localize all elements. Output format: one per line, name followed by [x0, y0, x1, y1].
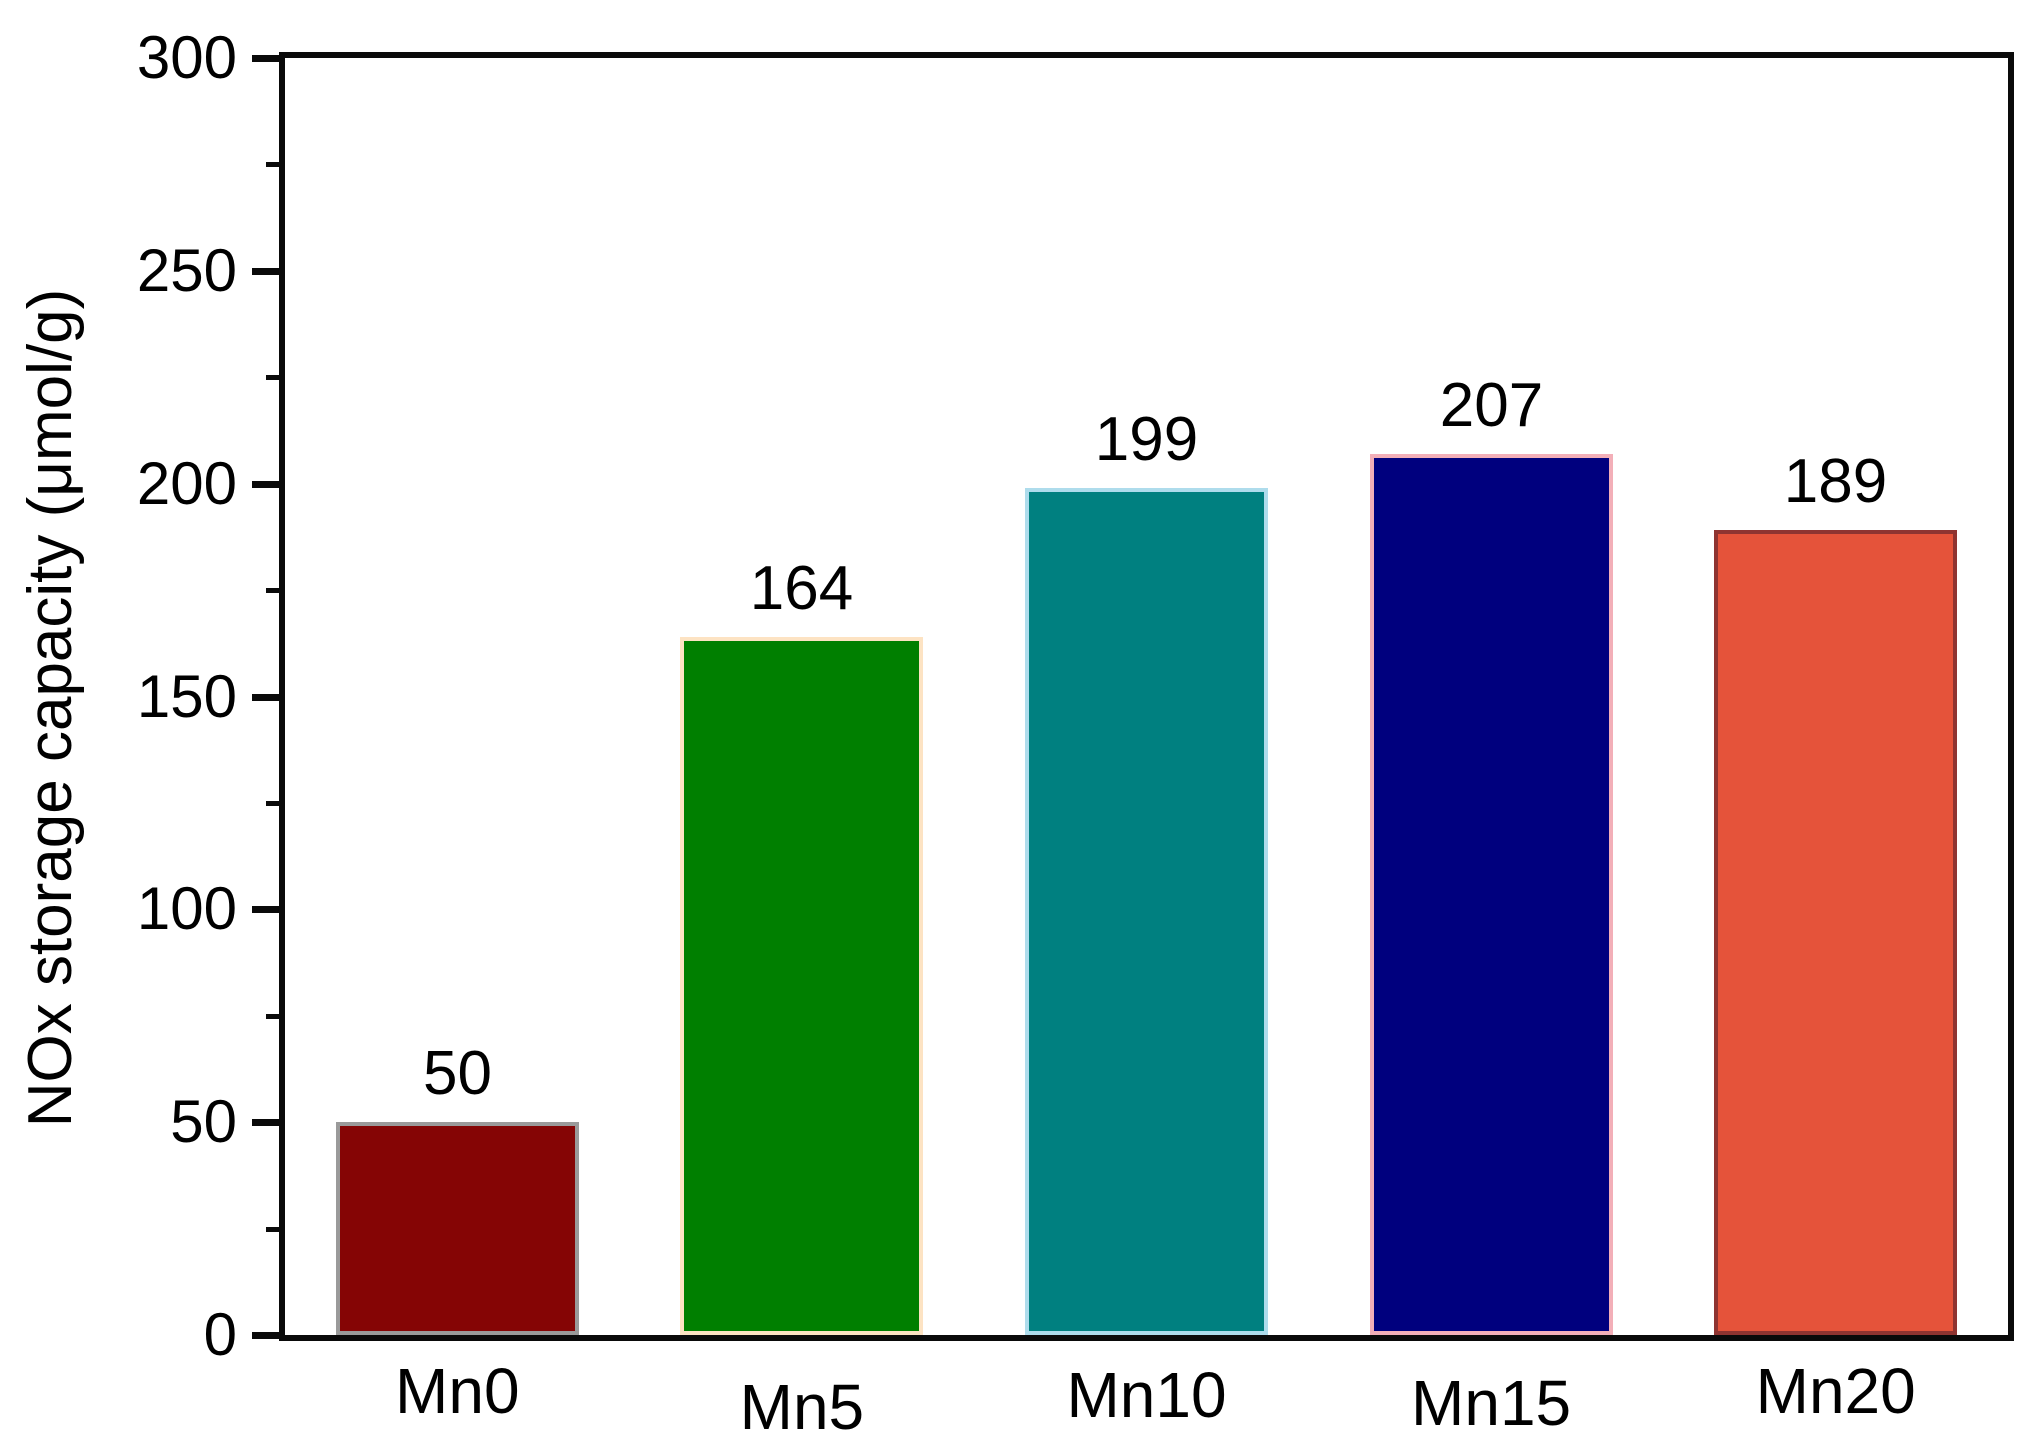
y-tick-label: 150	[136, 662, 237, 730]
bar-mn10	[1025, 488, 1268, 1335]
y-axis-major-tick	[252, 480, 285, 488]
y-axis-major-tick	[252, 267, 285, 275]
y-tick-label: 200	[136, 449, 237, 517]
x-tick-label-mn0: Mn0	[395, 1355, 520, 1427]
y-axis-major-tick	[252, 693, 285, 701]
y-axis-major-tick	[252, 1119, 285, 1127]
y-axis-minor-tick	[266, 588, 285, 594]
y-axis-major-tick	[252, 1332, 285, 1339]
y-axis-minor-tick	[266, 162, 285, 168]
bar-mn15	[1370, 454, 1613, 1335]
bar-mn0	[336, 1122, 579, 1335]
y-axis-minor-tick	[266, 1013, 285, 1019]
bar-value-label-mn0: 50	[423, 1039, 492, 1108]
y-tick-label: 50	[170, 1088, 237, 1156]
x-tick-label-mn5: Mn5	[739, 1371, 865, 1443]
y-axis-minor-tick	[266, 800, 285, 806]
bar-value-label-mn20: 189	[1783, 447, 1888, 516]
x-tick-label-mn10: Mn10	[1066, 1359, 1227, 1431]
bar-value-label-mn10: 199	[1094, 405, 1199, 474]
x-tick-label-mn15: Mn15	[1411, 1367, 1572, 1439]
y-axis-minor-tick	[266, 375, 285, 381]
bar-value-label-mn15: 207	[1439, 371, 1544, 440]
y-tick-label: 300	[136, 24, 237, 91]
bar-mn20	[1714, 530, 1957, 1335]
y-tick-label: 0	[203, 1301, 237, 1368]
bar-value-label-mn5: 164	[749, 554, 854, 623]
y-axis-minor-tick	[266, 1226, 285, 1232]
y-tick-label: 100	[136, 875, 237, 943]
y-axis-major-tick	[252, 55, 285, 62]
y-tick-label: 250	[136, 236, 237, 304]
bar-mn5	[680, 637, 923, 1335]
x-tick-label-mn20: Mn20	[1755, 1355, 1916, 1427]
y-axis-major-tick	[252, 906, 285, 914]
plot-area: 50 164 199 207 189	[279, 52, 2014, 1341]
